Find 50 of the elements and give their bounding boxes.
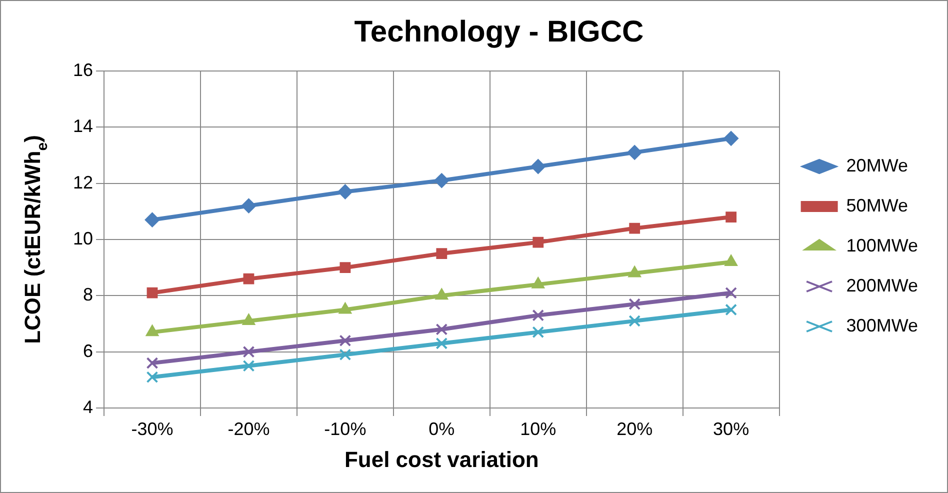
point xyxy=(725,304,738,316)
point xyxy=(725,286,738,299)
point xyxy=(532,309,544,322)
point xyxy=(339,348,352,361)
point xyxy=(434,173,450,188)
point xyxy=(146,371,158,384)
chart-title: Technology - BIGCC xyxy=(354,15,644,48)
point xyxy=(241,198,256,214)
x-tick-label: 10% xyxy=(520,418,556,439)
point xyxy=(242,360,255,372)
legend-label: 50MWe xyxy=(846,195,908,216)
y-tick-label: 12 xyxy=(72,172,94,192)
x-tick-label: -20% xyxy=(228,418,270,439)
y-tick-label: 10 xyxy=(72,228,94,248)
point xyxy=(628,314,641,327)
point xyxy=(629,222,640,234)
point xyxy=(724,130,739,146)
x-tick-label: 0% xyxy=(428,418,455,439)
y-tick-label: 16 xyxy=(72,60,94,80)
y-tick-label: 4 xyxy=(83,396,94,417)
point xyxy=(436,248,448,259)
point xyxy=(628,298,641,310)
legend-label: 20MWe xyxy=(846,155,908,176)
point xyxy=(340,262,351,274)
point xyxy=(532,326,544,338)
x-tick-label: 20% xyxy=(616,418,653,439)
point xyxy=(436,323,448,336)
legend-label: 100MWe xyxy=(846,235,918,256)
y-tick-label: 14 xyxy=(72,116,94,136)
y-axis-title: LCOE (ctEUR/kWhe) xyxy=(20,135,51,344)
point xyxy=(530,158,546,174)
point xyxy=(144,212,160,228)
point xyxy=(436,337,448,350)
point xyxy=(242,346,255,358)
x-tick-label: -10% xyxy=(324,418,366,439)
legend-label: 300MWe xyxy=(846,315,918,336)
point xyxy=(146,287,158,298)
x-tick-label: -30% xyxy=(131,418,174,439)
point xyxy=(338,184,353,200)
y-tick-label: 8 xyxy=(83,284,94,305)
point xyxy=(627,144,642,160)
point xyxy=(726,212,737,222)
x-axis-title: Fuel cost variation xyxy=(344,446,539,472)
point xyxy=(532,236,544,248)
point xyxy=(146,357,158,370)
x-tick-label: 30% xyxy=(713,418,750,439)
legend-label: 200MWe xyxy=(846,275,918,296)
y-tick-label: 6 xyxy=(83,340,94,361)
point xyxy=(339,334,352,347)
point xyxy=(243,273,254,284)
